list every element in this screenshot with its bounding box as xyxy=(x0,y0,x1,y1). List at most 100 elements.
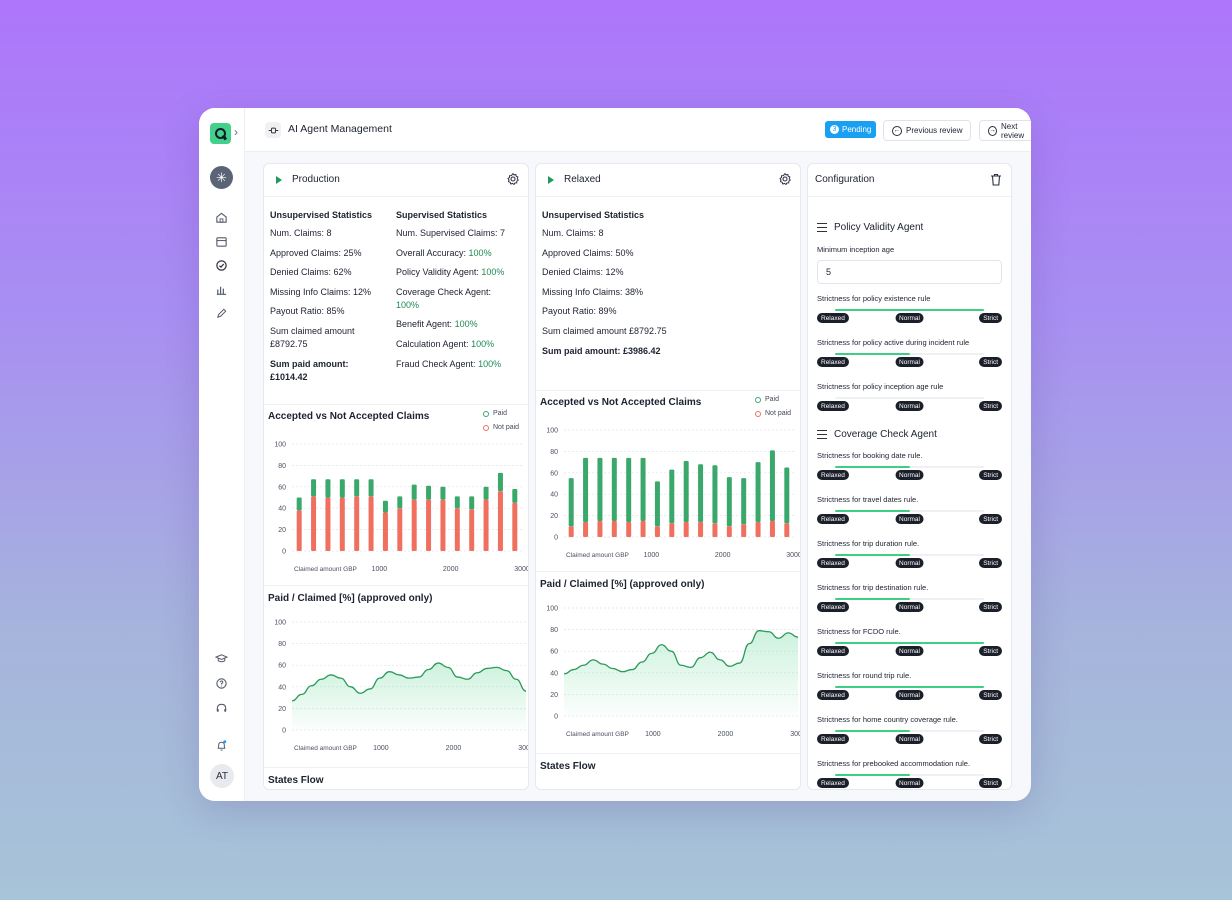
chip-strict-option[interactable]: Strict xyxy=(979,401,1002,411)
chip-normal-option[interactable]: Normal xyxy=(895,401,924,411)
chip-strict-option[interactable]: Strict xyxy=(979,558,1002,568)
strictness-slider[interactable] xyxy=(835,686,984,688)
pending-label: Pending xyxy=(842,125,872,134)
strictness-slider[interactable] xyxy=(835,397,984,399)
strictness-slider[interactable] xyxy=(835,774,984,776)
chip-strict-option[interactable]: Strict xyxy=(979,602,1002,612)
bar-paid xyxy=(296,497,302,511)
chip-strict-option[interactable]: Strict xyxy=(979,357,1002,367)
bar-not-paid xyxy=(354,496,360,551)
bar-paid xyxy=(741,478,747,525)
chip-normal-option[interactable]: Normal xyxy=(895,602,924,612)
y-tick-label: 20 xyxy=(278,706,286,713)
bar-chart-icon[interactable] xyxy=(214,282,229,297)
user-avatar[interactable]: AT xyxy=(210,764,234,788)
chip-normal-option[interactable]: Normal xyxy=(895,558,924,568)
chip-normal-option[interactable]: Normal xyxy=(895,690,924,700)
min-age-input[interactable]: 5 xyxy=(817,260,1002,284)
chip-normal-option[interactable]: Normal xyxy=(895,313,924,323)
stat-coverage-agent-label: Coverage Check Agent: xyxy=(396,286,492,297)
chip-relaxed-option[interactable]: Relaxed xyxy=(817,514,849,524)
chip-strict-option[interactable]: Strict xyxy=(979,646,1002,656)
chip-strict-option[interactable]: Strict xyxy=(979,690,1002,700)
stat-fraud-agent: Fraud Check Agent: 100% xyxy=(396,358,502,369)
chip-normal-option[interactable]: Normal xyxy=(895,470,924,480)
check-circle-icon[interactable] xyxy=(214,258,229,273)
y-tick-label: 40 xyxy=(278,506,286,513)
rel-line-chart: 0 20 40 60 80 100 Claimed amount GBP 1000 2000 30… xyxy=(546,606,801,739)
chip-relaxed-option[interactable]: Relaxed xyxy=(817,401,849,411)
rule-label: Strictness for home country coverage rul… xyxy=(817,715,958,724)
chip-relaxed-option[interactable]: Relaxed xyxy=(817,734,849,744)
strictness-slider[interactable] xyxy=(835,309,984,311)
bar-paid xyxy=(640,457,646,521)
chip-strict-option[interactable]: Strict xyxy=(979,470,1002,480)
chip-relaxed-option[interactable]: Relaxed xyxy=(817,470,849,480)
y-tick-label: 60 xyxy=(550,470,558,477)
prod-line-title: Paid / Claimed [%] (approved only) xyxy=(268,593,433,604)
previous-review-button[interactable]: ← Previous review xyxy=(883,120,972,141)
bar-paid xyxy=(469,496,475,510)
chip-relaxed-option[interactable]: Relaxed xyxy=(817,357,849,367)
chip-strict-option[interactable]: Strict xyxy=(979,514,1002,524)
next-review-button[interactable]: → Next review xyxy=(979,120,1031,141)
chip-relaxed-option[interactable]: Relaxed xyxy=(817,778,849,788)
strictness-slider[interactable] xyxy=(835,510,984,512)
stat-calc-agent: Calculation Agent: 100% xyxy=(396,338,495,349)
bar-paid xyxy=(483,486,489,500)
strictness-slider[interactable] xyxy=(835,466,984,468)
y-tick-label: 20 xyxy=(550,692,558,699)
play-icon[interactable] xyxy=(548,176,554,184)
chip-relaxed-option[interactable]: Relaxed xyxy=(817,558,849,568)
app-logo[interactable] xyxy=(210,123,231,144)
series-line xyxy=(291,662,527,702)
coverage-rules-list: Strictness for booking date rule. Relaxed… xyxy=(817,451,1002,789)
x-tick-label: 1000 xyxy=(373,745,389,752)
chip-normal-option[interactable]: Normal xyxy=(895,514,924,524)
slider-fill xyxy=(835,554,910,556)
legend-not-paid-label: Not paid xyxy=(493,424,520,431)
organization-avatar[interactable]: ✳ xyxy=(210,166,233,189)
bar-paid xyxy=(583,457,589,523)
headset-icon[interactable] xyxy=(214,701,229,716)
section-heading: Supervised Statistics xyxy=(396,210,488,220)
chip-strict-option[interactable]: Strict xyxy=(979,313,1002,323)
chip-normal-option[interactable]: Normal xyxy=(895,646,924,656)
chip-strict-option[interactable]: Strict xyxy=(979,734,1002,744)
calendar-icon[interactable] xyxy=(214,234,229,249)
graduation-cap-icon[interactable] xyxy=(214,651,229,666)
strictness-slider[interactable] xyxy=(835,598,984,600)
bar-not-paid xyxy=(296,510,302,551)
chevron-right-icon[interactable]: › xyxy=(234,125,238,139)
chip-normal-option[interactable]: Normal xyxy=(895,778,924,788)
chip-normal-option[interactable]: Normal xyxy=(895,357,924,367)
bar-not-paid xyxy=(311,496,317,551)
strictness-slider[interactable] xyxy=(835,642,984,644)
bar-paid xyxy=(325,479,331,498)
strictness-slider[interactable] xyxy=(835,554,984,556)
chip-strict-option[interactable]: Strict xyxy=(979,778,1002,788)
home-icon[interactable] xyxy=(214,210,229,225)
bar-paid xyxy=(669,469,675,524)
strictness-slider[interactable] xyxy=(835,353,984,355)
pencil-icon[interactable] xyxy=(214,306,229,321)
chip-relaxed-option[interactable]: Relaxed xyxy=(817,690,849,700)
chip-relaxed-option[interactable]: Relaxed xyxy=(817,602,849,612)
chip-normal-option[interactable]: Normal xyxy=(895,734,924,744)
strictness-slider[interactable] xyxy=(835,730,984,732)
gear-icon[interactable] xyxy=(778,172,792,186)
chip-relaxed-option[interactable]: Relaxed xyxy=(817,646,849,656)
x-tick-label: 3000 xyxy=(790,731,801,738)
play-icon[interactable] xyxy=(276,176,282,184)
pending-badge[interactable]: 3 Pending xyxy=(825,121,877,138)
bell-icon[interactable] xyxy=(214,738,229,753)
top-bar: AI Agent Management 3 Pending ← Previous… xyxy=(245,108,1031,152)
strictness-options: Relaxed Normal Strict xyxy=(817,514,1002,525)
x-tick-label: 2000 xyxy=(446,745,462,752)
gear-icon[interactable] xyxy=(506,172,520,186)
configuration-header: Configuration xyxy=(808,164,1011,197)
chip-relaxed-option[interactable]: Relaxed xyxy=(817,313,849,323)
trash-icon[interactable] xyxy=(990,173,1002,186)
help-icon[interactable] xyxy=(214,676,229,691)
policy-rules-list: Strictness for policy existence rule Rela… xyxy=(817,294,1002,426)
